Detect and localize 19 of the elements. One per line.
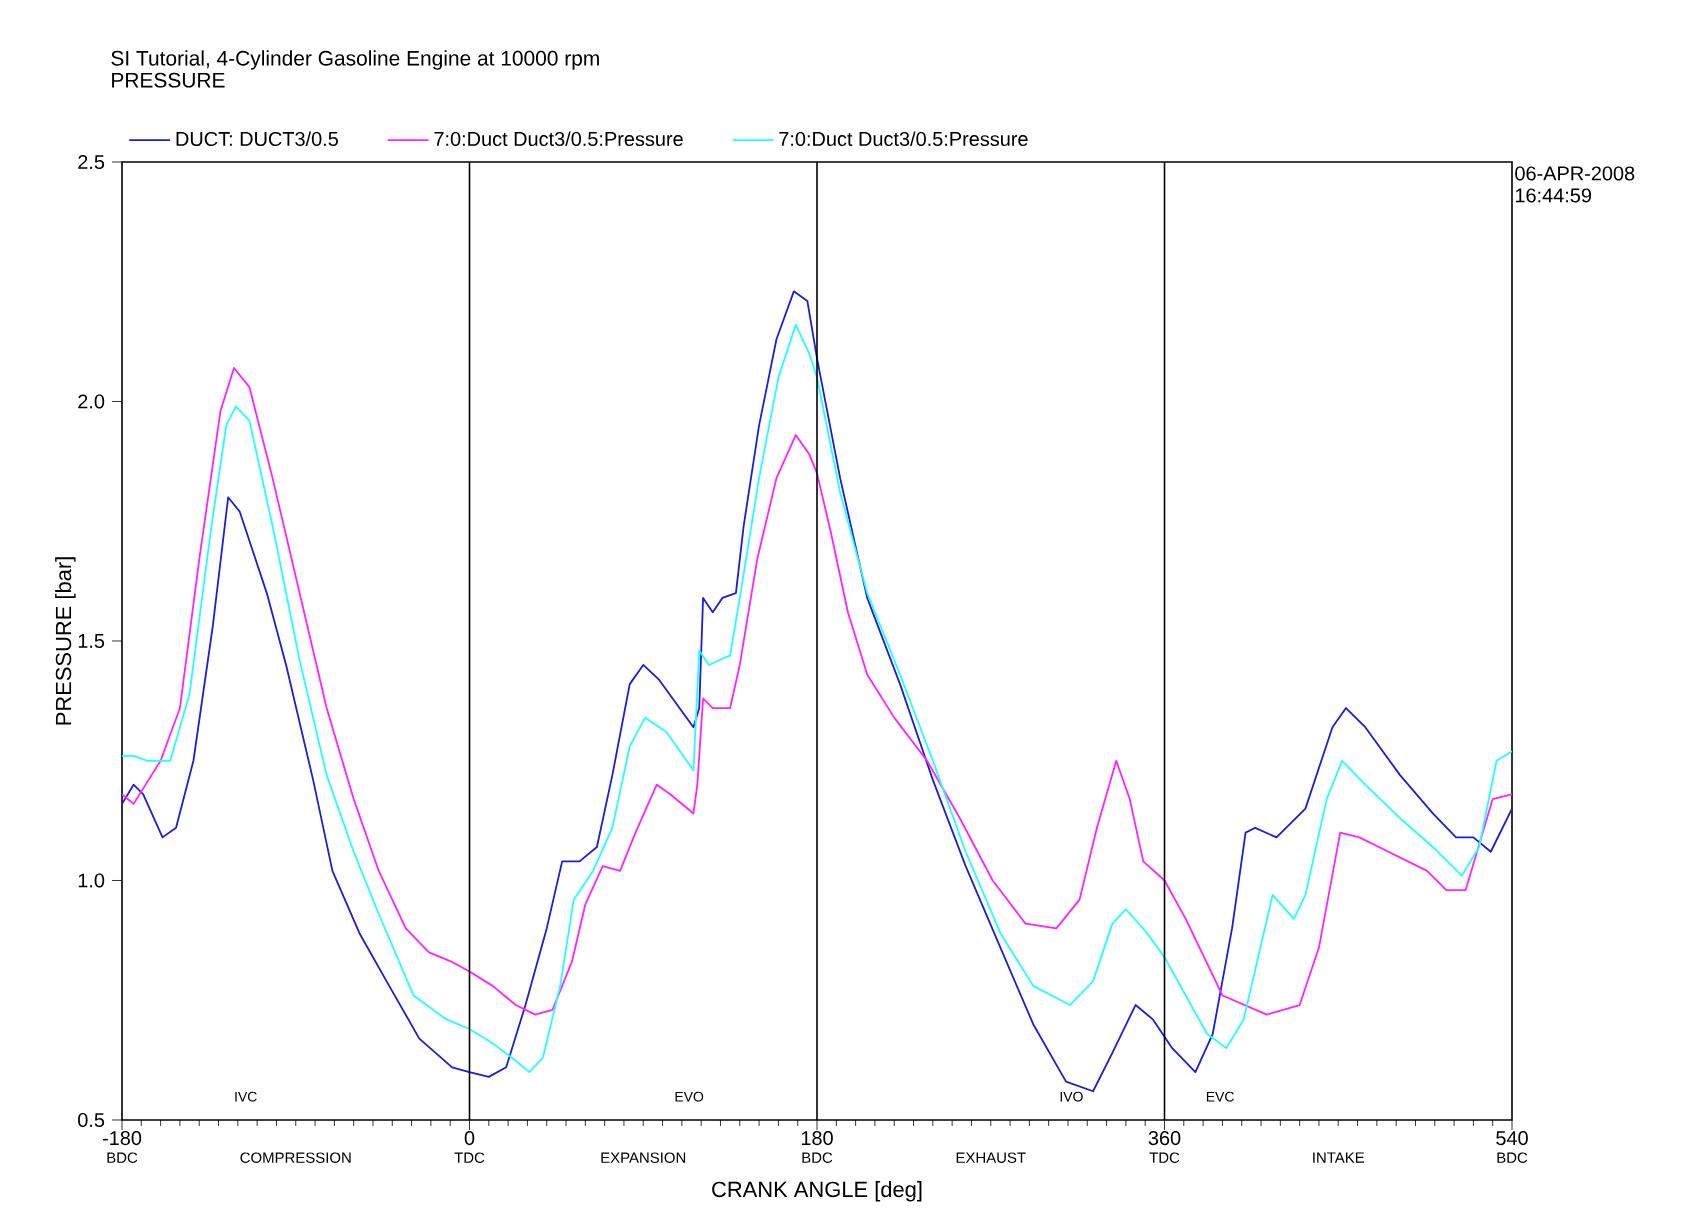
y-tick-label: 1.5 bbox=[78, 634, 105, 648]
x-tick-label: 360 bbox=[1148, 1131, 1181, 1146]
legend-label: DUCT: DUCT3/0.5 bbox=[176, 131, 338, 147]
legend-label: 7:0:Duct Duct3/0.5:Pressure bbox=[779, 131, 1028, 147]
y-tick-label: 2.5 bbox=[78, 154, 105, 170]
text: 06-APR-2008 bbox=[1515, 166, 1635, 181]
legend-label: 7:0:Duct Duct3/0.5:Pressure bbox=[434, 131, 683, 147]
x-tick-label: 180 bbox=[801, 1131, 833, 1146]
x-axis-title: CRANK ANGLE [deg] bbox=[712, 1181, 922, 1202]
y-tick-label: 0.5 bbox=[78, 1112, 105, 1128]
x-tick-label: -180 bbox=[102, 1131, 142, 1146]
x-tick-label: 540 bbox=[1496, 1131, 1528, 1146]
chart-subtitle: PRESSURE bbox=[112, 72, 225, 88]
y-tick-label: 2.0 bbox=[78, 394, 105, 409]
chart-title: SI Tutorial, 4-Cylinder Gasoline Engine at 10000 rpm bbox=[111, 50, 599, 70]
y-tick-label: 1.0 bbox=[78, 873, 105, 888]
x-tick-label: 0 bbox=[464, 1131, 475, 1146]
y-axis-title: PRESSURE [bar] bbox=[55, 557, 76, 725]
text: 16:44:59 bbox=[1515, 188, 1592, 203]
